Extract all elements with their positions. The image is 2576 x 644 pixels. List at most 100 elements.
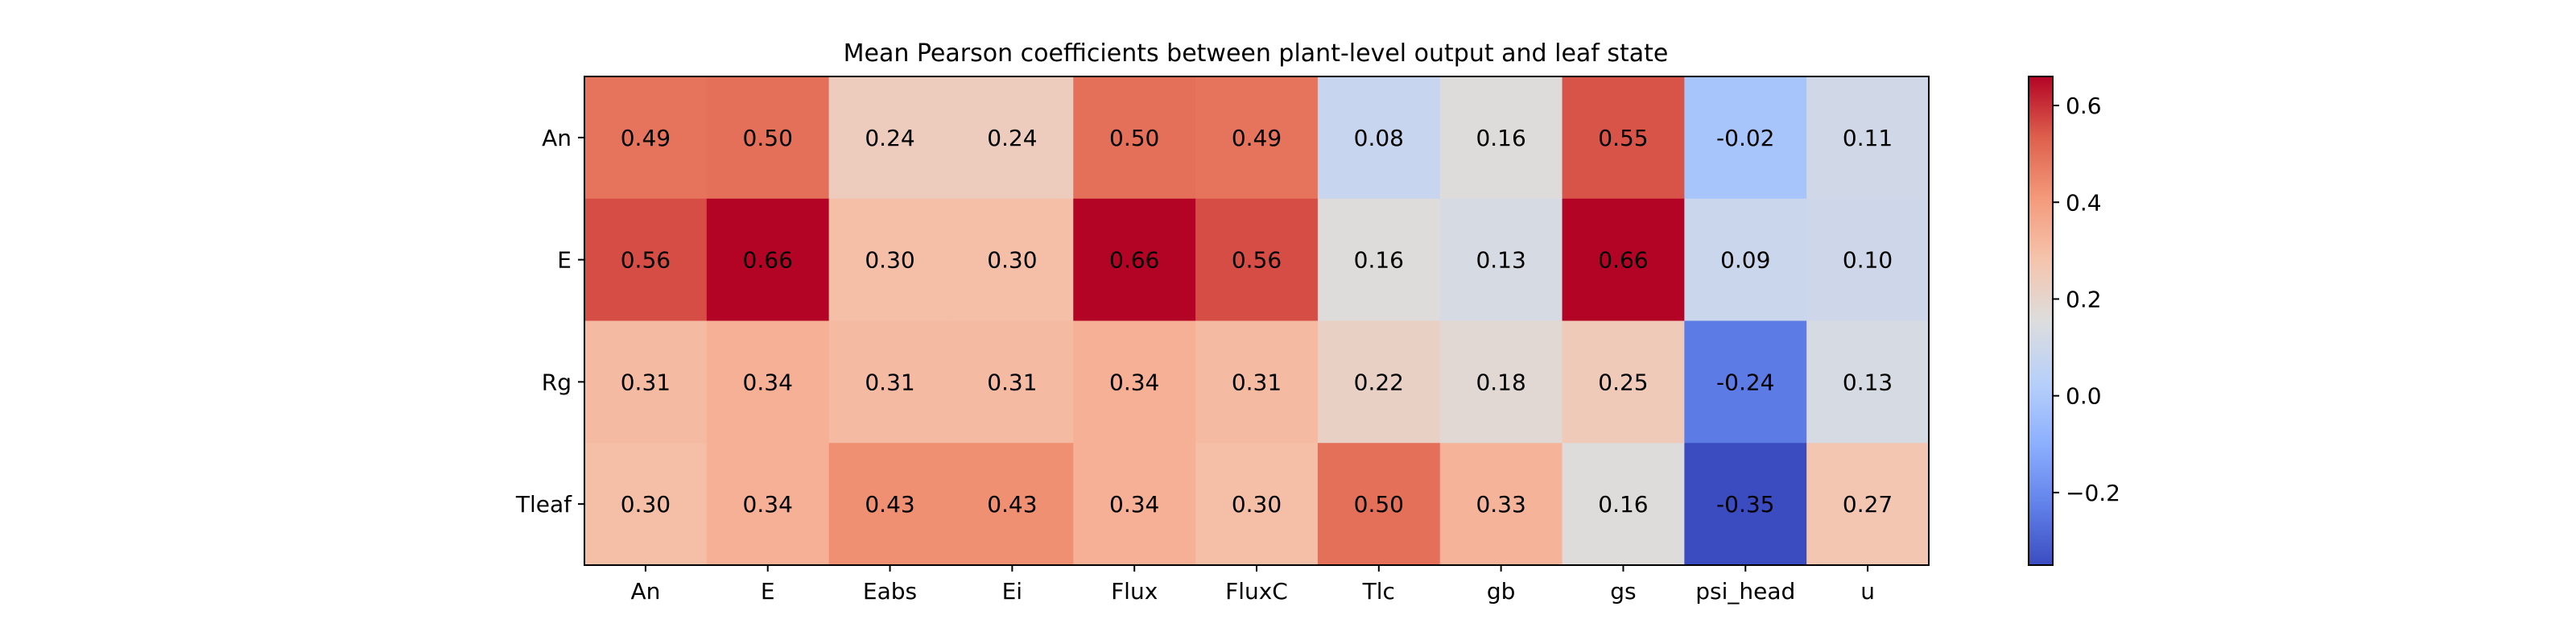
heatmap-cell: [1073, 76, 1196, 200]
cell-value-label: 0.10: [1843, 247, 1893, 274]
colorbar-tick-label: 0.2: [2066, 286, 2102, 312]
heatmap-cell: [584, 443, 708, 566]
cell-value-label: -0.24: [1716, 369, 1774, 395]
heatmap-cell: [1317, 443, 1441, 566]
x-tick-label: E: [761, 578, 775, 605]
heatmap-cell: [1317, 76, 1441, 200]
cell-value-label: 0.56: [621, 247, 671, 274]
cell-value-label: 0.66: [1598, 247, 1648, 274]
heatmap-cells: 0.49 0.50 0.24 0.24 0.50 0.49 0.08 0.16 0.55 -0.0…: [584, 76, 1930, 566]
cell-value-label: 0.16: [1354, 247, 1404, 274]
heatmap-cell: [828, 320, 952, 444]
cell-value-label: 0.50: [743, 125, 793, 151]
cell-value-label: 0.43: [865, 491, 914, 518]
heatmap-cell: [1684, 198, 1807, 321]
heatmap-cell: [706, 198, 830, 321]
heatmap-cell: [1684, 76, 1807, 200]
heatmap-cell: [1562, 198, 1685, 321]
cell-value-label: 0.25: [1598, 369, 1648, 395]
cell-value-label: 0.31: [865, 369, 914, 395]
cell-value-label: 0.08: [1354, 125, 1404, 151]
cell-value-label: 0.18: [1476, 369, 1525, 395]
x-tick-label: gs: [1610, 578, 1636, 605]
heatmap-cell: [1806, 443, 1930, 566]
heatmap-cell: [1684, 443, 1807, 566]
cell-value-label: 0.34: [1109, 369, 1159, 395]
cell-value-label: 0.34: [743, 491, 793, 518]
heatmap-cell: [1073, 320, 1196, 444]
heatmap-cell: [706, 76, 830, 200]
heatmap-cell: [1317, 320, 1441, 444]
x-tick-label: gb: [1487, 578, 1516, 605]
cell-value-label: 0.34: [743, 369, 793, 395]
heatmap-cell: [706, 320, 830, 444]
heatmap-cell: [828, 198, 952, 321]
cell-value-label: 0.50: [1354, 491, 1404, 518]
cell-value-label: 0.24: [987, 125, 1037, 151]
cell-value-label: 0.22: [1354, 369, 1404, 395]
colorbar-gradient: [2028, 76, 2054, 566]
cell-value-label: 0.13: [1476, 247, 1525, 274]
cell-value-label: 0.30: [987, 247, 1037, 274]
cell-value-label: 0.31: [1232, 369, 1282, 395]
cell-value-label: -0.35: [1716, 491, 1774, 518]
heatmap-cell: [1562, 320, 1685, 444]
heatmap-cell: [1439, 320, 1563, 444]
heatmap-cell: [1195, 443, 1319, 566]
x-tick-label: Flux: [1111, 578, 1158, 605]
heatmap-cell: [951, 320, 1074, 444]
cell-value-label: 0.50: [1109, 125, 1159, 151]
x-tick-label: Ei: [1002, 578, 1022, 605]
cell-value-label: -0.02: [1716, 125, 1774, 151]
x-tick-label: An: [630, 578, 660, 605]
heatmap-cell: [951, 76, 1074, 200]
heatmap-cell: [951, 443, 1074, 566]
heatmap-cell: [1439, 198, 1563, 321]
heatmap-cell: [1684, 320, 1807, 444]
heatmap-cell: [1073, 198, 1196, 321]
heatmap-cell: [828, 76, 952, 200]
cell-value-label: 0.31: [621, 369, 671, 395]
heatmap-cell: [1562, 443, 1685, 566]
heatmap-cell: [584, 320, 708, 444]
cell-value-label: 0.30: [865, 247, 914, 274]
heatmap-cell: [1195, 76, 1319, 200]
heatmap-cell: [1439, 76, 1563, 200]
heatmap-cell: [1806, 320, 1930, 444]
cell-value-label: 0.34: [1109, 491, 1159, 518]
cell-value-label: 0.49: [621, 125, 671, 151]
cell-value-label: 0.16: [1476, 125, 1525, 151]
heatmap-cell: [1806, 198, 1930, 321]
x-tick-label: Eabs: [863, 578, 917, 605]
y-tick-label: Tleaf: [515, 491, 572, 518]
cell-value-label: 0.30: [621, 491, 671, 518]
x-tick-label: FluxC: [1225, 578, 1288, 605]
cell-value-label: 0.11: [1843, 125, 1893, 151]
heatmap-cell: [584, 76, 708, 200]
heatmap-cell: [584, 198, 708, 321]
y-tick-label: Rg: [542, 369, 572, 395]
cell-value-label: 0.30: [1232, 491, 1282, 518]
colorbar-tick-label: 0.0: [2066, 383, 2102, 410]
heatmap-cell: [706, 443, 830, 566]
heatmap-cell: [828, 443, 952, 566]
y-axis: An E Rg Tleaf: [515, 125, 584, 518]
chart-title: Mean Pearson coefficients between plant-…: [844, 39, 1669, 68]
y-tick-label: E: [557, 247, 572, 274]
heatmap-cell: [1562, 76, 1685, 200]
heatmap-cell: [1195, 320, 1319, 444]
cell-value-label: 0.66: [743, 247, 793, 274]
colorbar: −0.2 0.0 0.2 0.4 0.6: [2028, 76, 2120, 566]
cell-value-label: 0.66: [1109, 247, 1159, 274]
x-tick-label: u: [1860, 578, 1875, 605]
heatmap-cell: [1195, 198, 1319, 321]
colorbar-tick-label: −0.2: [2066, 480, 2120, 506]
heatmap-cell: [951, 198, 1074, 321]
cell-value-label: 0.24: [865, 125, 914, 151]
cell-value-label: 0.13: [1843, 369, 1893, 395]
colorbar-tick-label: 0.4: [2066, 189, 2102, 216]
heatmap-cell: [1317, 198, 1441, 321]
cell-value-label: 0.16: [1598, 491, 1648, 518]
y-tick-label: An: [542, 125, 572, 151]
